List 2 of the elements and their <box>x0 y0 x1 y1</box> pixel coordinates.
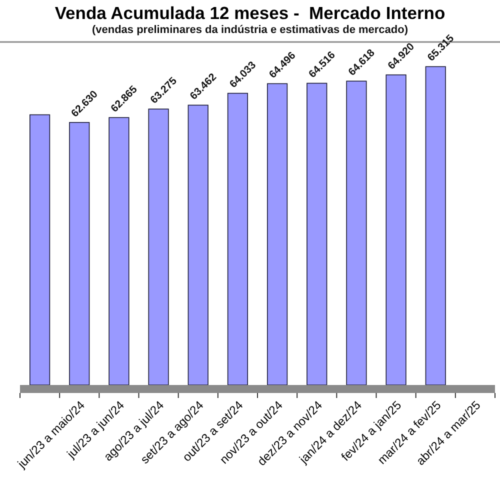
chart-title: Venda Acumulada 12 meses - Mercado Interno <box>54 3 446 23</box>
chart-subtitle: (vendas preliminares da indústria e estimativas de mercado) <box>92 24 408 36</box>
